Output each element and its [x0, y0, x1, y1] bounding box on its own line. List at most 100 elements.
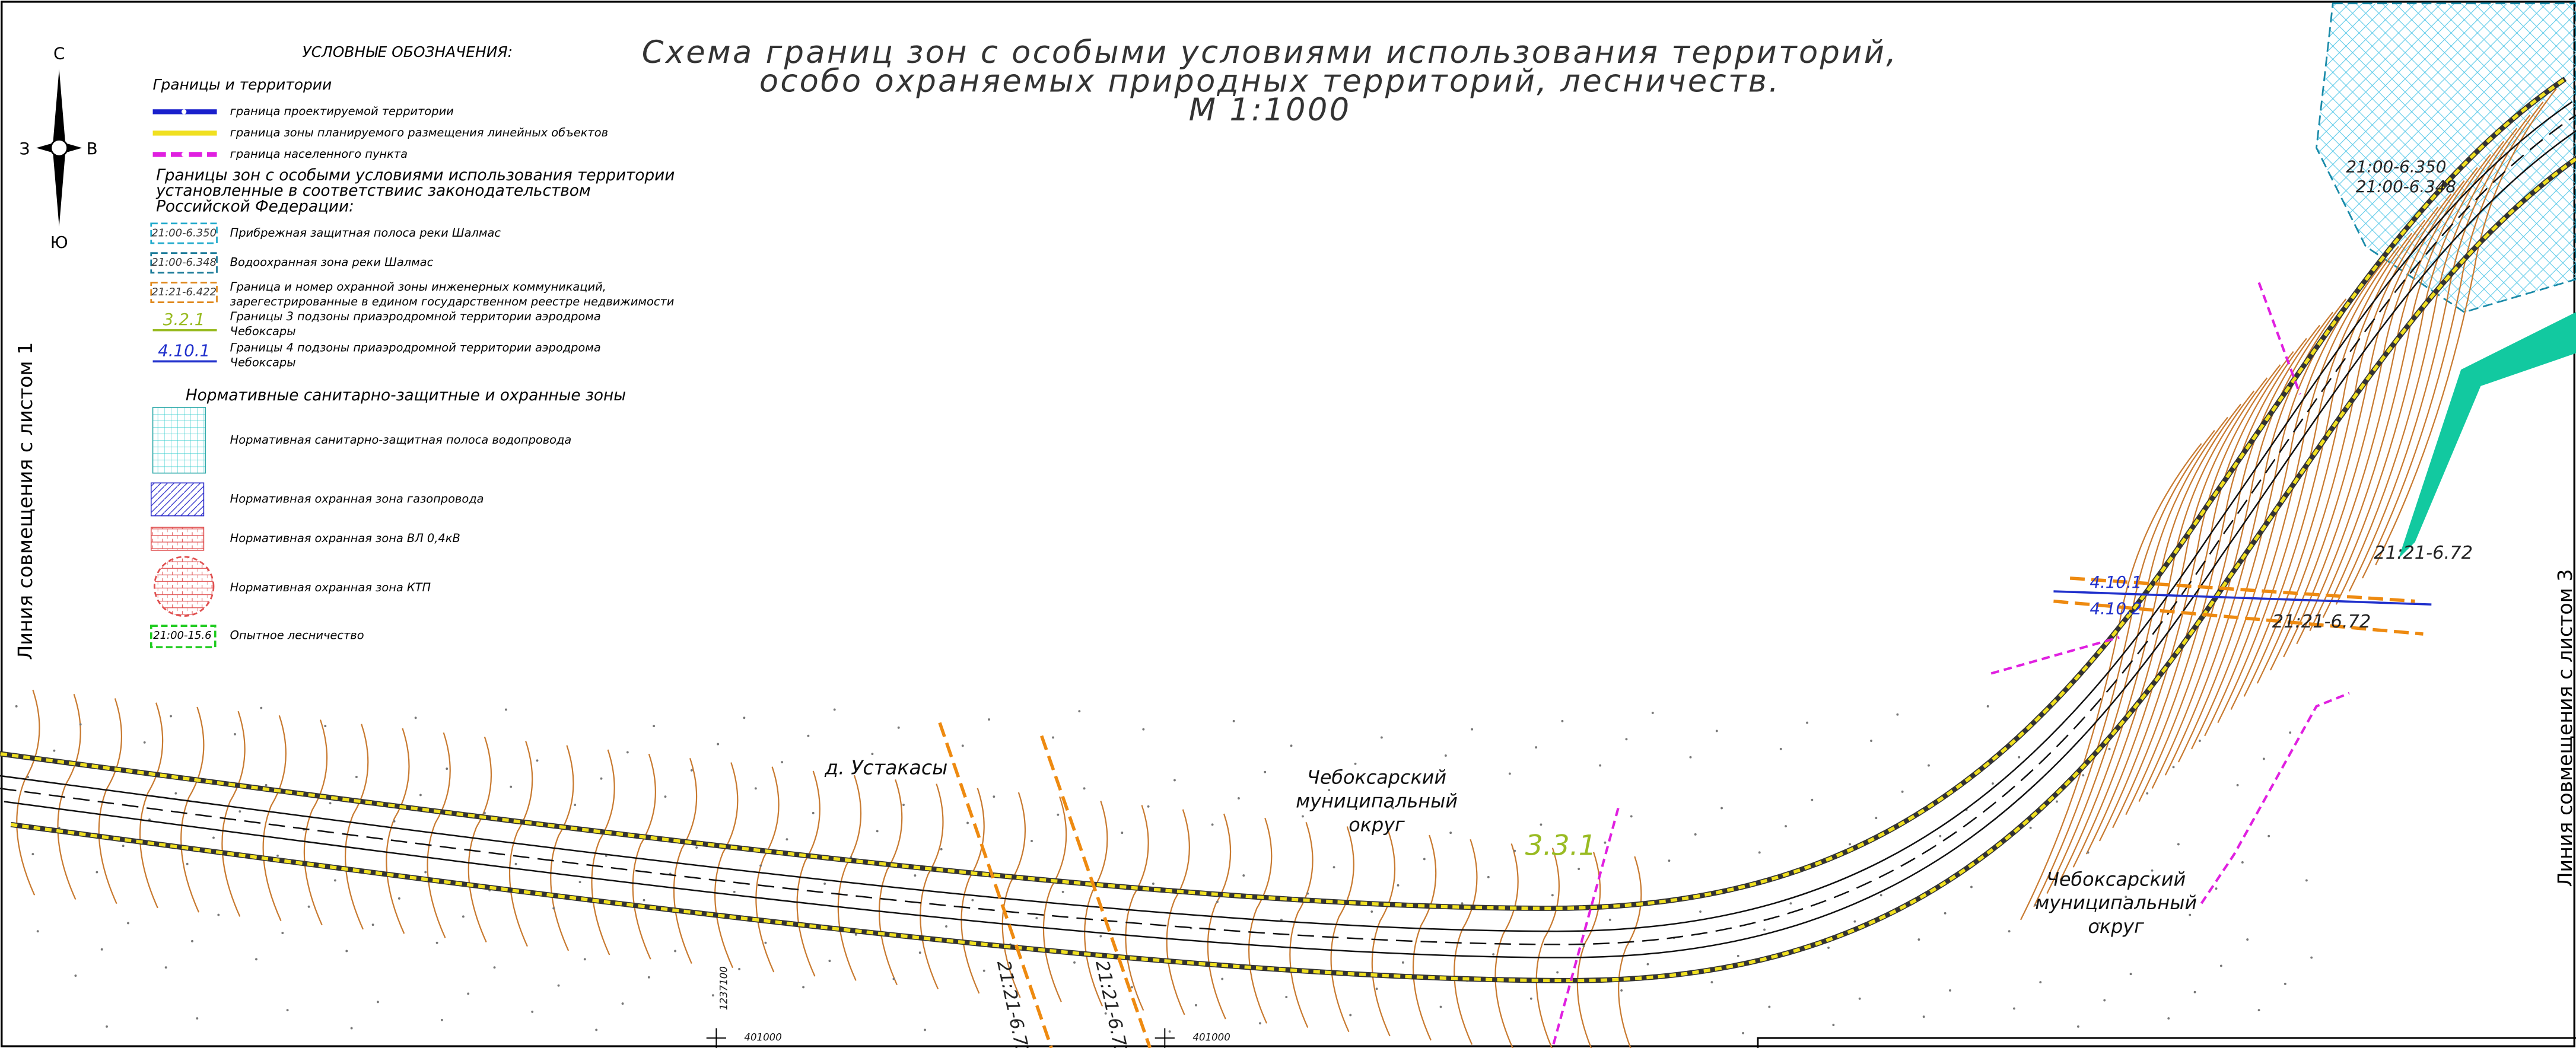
sheet-link-right: Линия совмещения с листом 3	[2553, 569, 2576, 887]
legend-swatch	[152, 407, 206, 474]
survey-point	[966, 821, 969, 824]
survey-point	[238, 810, 241, 813]
compass-south: Ю	[50, 232, 68, 252]
survey-point	[1556, 971, 1559, 974]
map-title: М 1:1000	[1189, 92, 1351, 128]
survey-point	[419, 794, 422, 797]
survey-point	[1423, 858, 1426, 861]
survey-point	[2284, 982, 2286, 985]
survey-point	[1237, 797, 1240, 799]
survey-point	[440, 1018, 443, 1021]
contour	[632, 753, 656, 960]
survey-point	[143, 741, 146, 744]
legend-label: Чебоксары	[230, 324, 296, 338]
survey-point	[2013, 1007, 2015, 1010]
survey-point	[2198, 740, 2201, 742]
compass	[36, 69, 82, 227]
map-label: 401000	[1192, 1032, 1230, 1043]
survey-point	[1858, 997, 1861, 1000]
survey-point	[217, 913, 220, 916]
survey-point	[1168, 1030, 1171, 1033]
legend-label: граница проектируемой территории	[230, 104, 454, 118]
survey-point	[1461, 902, 1464, 905]
survey-point	[1104, 1012, 1107, 1015]
survey-point	[397, 897, 400, 900]
survey-point	[583, 958, 586, 961]
survey-point	[462, 915, 465, 918]
water-zone	[2316, 2, 2576, 313]
contour	[2204, 259, 2386, 737]
legend-label: Нормативная санитарно-защитная полоса во…	[230, 433, 572, 447]
survey-point	[2236, 783, 2239, 786]
survey-point	[1879, 894, 1882, 897]
survey-point	[1806, 721, 1808, 724]
survey-point	[1232, 719, 1235, 722]
legend-heading: Нормативные санитарно-защитные и охранны…	[186, 387, 626, 404]
contour	[221, 711, 246, 917]
survey-point	[1052, 736, 1054, 739]
map-label: муниципальный	[1296, 790, 1458, 813]
contour	[714, 762, 739, 969]
legend-title: УСЛОВНЫЕ ОБОЗНАЧЕНИЯ:	[302, 43, 513, 60]
survey-point	[1779, 747, 1782, 750]
survey-point	[738, 967, 741, 970]
legend-label: зарегестрированные в едином государствен…	[230, 295, 675, 308]
survey-point	[1513, 849, 1516, 852]
survey-point	[1073, 961, 1076, 964]
survey-point	[988, 718, 990, 721]
map-label: 3.3.1	[1525, 830, 1597, 862]
survey-point	[2108, 747, 2111, 750]
survey-point	[1832, 1024, 1835, 1027]
survey-point	[1439, 1005, 1442, 1008]
survey-point	[2098, 922, 2101, 925]
survey-point	[754, 787, 757, 790]
survey-point	[376, 1001, 379, 1004]
survey-point	[1949, 989, 1951, 992]
map-title: Схема границ зон с особыми условиями исп…	[642, 34, 1898, 71]
survey-point	[1785, 825, 1787, 827]
survey-point	[170, 715, 172, 718]
survey-point	[643, 899, 645, 902]
legend-heading: Границы зон с особыми условиями использо…	[156, 167, 675, 184]
legend-label: граница населенного пункта	[230, 147, 408, 161]
survey-point	[674, 950, 677, 953]
survey-point	[1216, 900, 1219, 903]
survey-point	[536, 759, 539, 762]
survey-point	[53, 749, 56, 752]
survey-point	[1875, 817, 1878, 820]
corridor-edge	[10, 157, 2576, 983]
contour	[2322, 141, 2505, 618]
survey-point	[350, 1027, 353, 1030]
survey-point	[1768, 1005, 1771, 1008]
contour	[2033, 429, 2215, 907]
survey-point	[174, 792, 177, 795]
survey-point	[414, 716, 417, 719]
legend-swatch	[181, 152, 187, 157]
contour	[2072, 390, 2255, 868]
survey-point	[371, 923, 374, 926]
survey-point	[1970, 885, 1973, 888]
survey-point	[329, 802, 332, 805]
survey-point	[1540, 823, 1543, 826]
survey-point	[1418, 781, 1421, 783]
survey-point	[1853, 920, 1856, 923]
legend-swatch	[150, 482, 205, 517]
survey-point	[1922, 1015, 1925, 1018]
contour	[2375, 88, 2557, 566]
compass-west: З	[20, 139, 30, 158]
survey-point	[31, 853, 34, 856]
contour	[262, 715, 287, 921]
survey-point	[1720, 807, 1723, 810]
survey-point	[695, 846, 698, 849]
survey-point	[871, 753, 874, 756]
contour	[878, 779, 903, 985]
map-label: 21:21-6.72	[1091, 958, 1132, 1048]
survey-point	[2125, 896, 2127, 899]
survey-point	[2257, 1009, 2260, 1012]
survey-point	[971, 899, 974, 902]
survey-point	[1992, 782, 1994, 785]
survey-point	[531, 1010, 534, 1013]
survey-point	[1928, 764, 1930, 767]
survey-point	[1737, 954, 1739, 957]
